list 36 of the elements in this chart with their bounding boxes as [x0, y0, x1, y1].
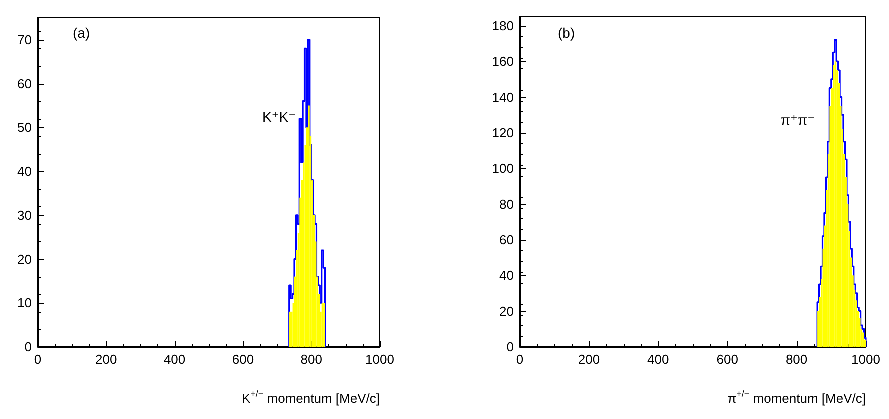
x-tick-label: 400 [164, 352, 186, 367]
annotation: K⁺K⁻ [262, 109, 296, 125]
y-tick-label: 140 [492, 90, 514, 105]
x-tick-label: 1000 [852, 352, 880, 367]
y-tick-label: 20 [500, 304, 514, 319]
y-tick-label: 80 [500, 196, 514, 212]
y-tick-label: 0 [24, 340, 32, 354]
y-tick-label: 60 [18, 76, 32, 92]
x-axis-title: K+/− momentum [MeV/c] [242, 389, 380, 406]
y-tick-label: 20 [18, 252, 32, 267]
x-tick-label: 800 [300, 352, 322, 367]
y-tick-label: 70 [18, 32, 32, 48]
y-tick-label: 100 [492, 161, 514, 176]
x-tick-label: 200 [96, 352, 118, 367]
y-tick-label: 120 [492, 125, 514, 140]
y-tick-label: 60 [500, 232, 514, 248]
y-tick-label: 50 [18, 120, 32, 136]
x-tick-label: 400 [648, 352, 670, 367]
y-tick-label: 30 [18, 208, 32, 223]
x-tick-label: 600 [716, 352, 738, 367]
x-tick-label: 800 [786, 352, 808, 367]
y-tick-label: 160 [492, 54, 514, 70]
y-tick-label: 0 [506, 340, 514, 354]
x-tick-label: 1000 [366, 352, 394, 367]
y-tick-label: 10 [18, 296, 32, 311]
x-tick-label: 0 [34, 352, 42, 367]
y-tick-label: 40 [500, 268, 514, 284]
annotation: (a) [73, 25, 90, 41]
annotation: π⁺π⁻ [780, 112, 816, 128]
y-tick-label: 180 [492, 18, 514, 34]
y-tick-label: 40 [18, 164, 32, 180]
x-tick-label: 200 [578, 352, 600, 367]
annotation: (b) [558, 25, 576, 41]
x-axis-title: π+/− momentum [MeV/c] [728, 389, 866, 406]
x-tick-label: 600 [232, 352, 254, 367]
x-tick-label: 0 [516, 352, 524, 367]
